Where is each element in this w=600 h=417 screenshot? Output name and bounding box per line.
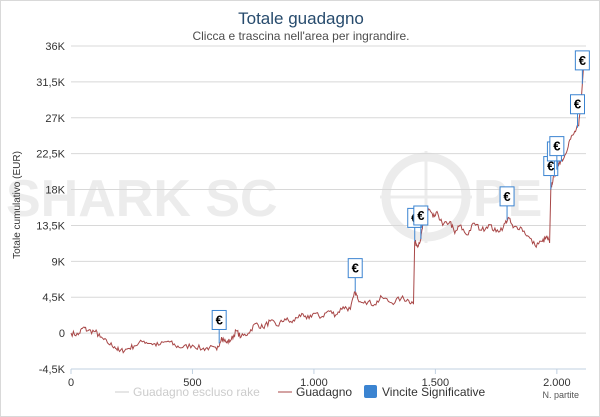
y-tick-label: 27K	[45, 113, 65, 125]
flag-euro-label: €	[574, 97, 581, 112]
flag-euro-label: €	[553, 139, 560, 154]
significant-win-flag[interactable]: €	[549, 136, 565, 170]
flag-box	[211, 309, 227, 330]
legend-item-guadagno-escluso-rake[interactable]: Guadagno escluso rake	[115, 385, 260, 399]
legend-label: Guadagno escluso rake	[133, 385, 260, 399]
y-tick-label: 18K	[45, 185, 65, 197]
y-tick-label: 13,5K	[36, 220, 65, 232]
significant-win-flag[interactable]: €	[569, 94, 585, 128]
flag-euro-label: €	[579, 53, 586, 68]
watermark-text-left: SHARK SC	[6, 170, 278, 228]
flag-euro-label: €	[352, 261, 359, 276]
y-tick-label: 36K	[45, 41, 65, 53]
significant-win-flag[interactable]: €	[211, 309, 227, 344]
flag-euro-label: €	[216, 312, 223, 327]
x-tick-label: 0	[68, 377, 74, 389]
flag-box	[549, 136, 565, 157]
significant-win-flag[interactable]: €	[347, 258, 363, 292]
y-tick-label: 22,5K	[36, 149, 65, 161]
flag-box	[499, 186, 515, 207]
flag-box	[574, 50, 590, 71]
flag-euro-label: €	[503, 189, 510, 204]
y-tick-label: 31,5K	[36, 77, 65, 89]
flag-box	[569, 94, 585, 115]
x-tick-label: 500	[183, 377, 201, 389]
chart-subtitle: Clicca e trascina nell'area per ingrandi…	[192, 29, 410, 43]
legend-label: Vincite Significative	[382, 385, 485, 399]
y-axis-label: Totale cumulativo (EUR)	[12, 151, 23, 259]
legend-item-vincite-significative[interactable]: Vincite Significative	[364, 385, 485, 399]
significant-win-flag[interactable]: €	[413, 205, 429, 240]
y-tick-label: 4,5K	[42, 292, 65, 304]
legend-swatch	[364, 385, 377, 398]
x-axis-label: N. partite	[542, 390, 579, 400]
legend-item-guadagno[interactable]: Guadagno	[278, 385, 352, 399]
significant-win-flag[interactable]: €	[574, 50, 590, 84]
flag-euro-label: €	[417, 208, 424, 223]
flag-euro-label: €	[547, 159, 554, 174]
chart-title: Totale guadagno	[238, 9, 364, 28]
x-tick-label: 1.500	[422, 377, 450, 389]
flag-box	[413, 205, 429, 226]
y-tick-label: 0	[59, 328, 65, 340]
y-tick-label: -4,5K	[39, 364, 66, 376]
legend[interactable]: Guadagno escluso rake Guadagno Vincite Sig…	[115, 385, 485, 399]
significant-win-flag[interactable]: €	[543, 156, 559, 190]
x-tick-label: 2.000	[543, 377, 571, 389]
legend-label: Guadagno	[296, 385, 352, 399]
flags[interactable]: €€€€€€€€€€	[211, 50, 590, 344]
series-line-guadagno[interactable]	[70, 65, 585, 354]
x-tick-label: 1.000	[300, 377, 328, 389]
flag-box	[347, 258, 363, 279]
y-tick-label: 9K	[52, 256, 66, 268]
series[interactable]	[70, 65, 585, 354]
significant-win-flag[interactable]: €	[499, 186, 515, 220]
